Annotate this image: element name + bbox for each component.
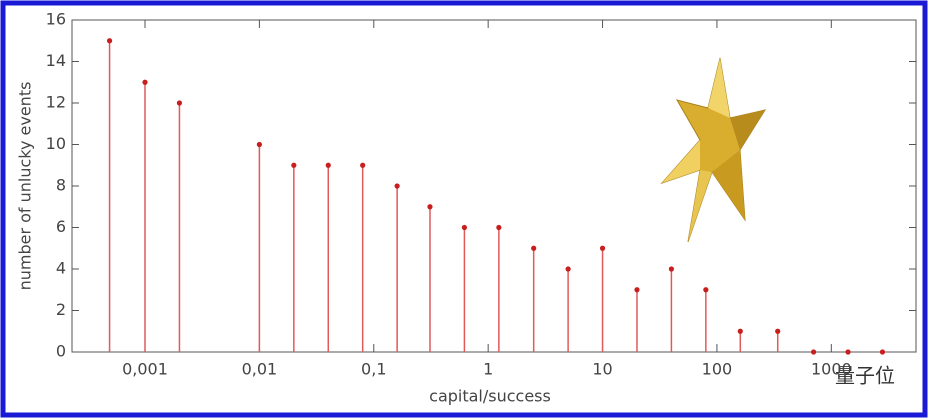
y-tick-label: 6 [56, 217, 66, 236]
stem-dot [325, 162, 331, 168]
stem-dot [106, 38, 113, 44]
stem-dot [775, 328, 781, 334]
x-tick-label: 10 [592, 360, 612, 379]
y-tick-label: 0 [56, 342, 66, 361]
stem-dot [599, 245, 606, 251]
y-tick-label: 10 [46, 134, 66, 153]
stem-dot [879, 349, 886, 355]
y-tick-label: 12 [46, 93, 66, 112]
x-tick-label: 1000 [811, 360, 852, 379]
y-tick-label: 16 [46, 10, 66, 29]
stem-dot [394, 183, 400, 189]
stem-dot [291, 162, 297, 168]
stem-dot [531, 245, 537, 251]
x-tick-label: 0,1 [361, 360, 386, 379]
y-tick-label: 8 [56, 176, 66, 195]
stem-dot [360, 162, 366, 168]
x-axis-label: capital/success [429, 387, 551, 406]
stem-dot [737, 328, 743, 334]
x-tick-label: 100 [702, 360, 733, 379]
stem-dot [142, 79, 148, 85]
stem-dot [634, 287, 640, 293]
stem-dot [496, 224, 502, 231]
y-tick-label: 2 [56, 300, 66, 319]
x-tick-label: 0,01 [242, 360, 278, 379]
y-tick-label: 14 [46, 51, 66, 70]
stem-dot [461, 224, 468, 231]
stem-dot [845, 349, 851, 355]
stem-dot [565, 266, 571, 272]
stem-dot [668, 266, 675, 272]
stem-dot [810, 349, 817, 355]
y-axis-label: number of unlucky events [16, 82, 35, 291]
stem-dot [176, 100, 183, 106]
x-tick-label: 1 [483, 360, 493, 379]
stem-dot [256, 141, 262, 148]
x-tick-label: 0,001 [122, 360, 168, 379]
y-tick-label: 4 [56, 259, 66, 278]
stem-dot [427, 204, 433, 210]
stem-dot [703, 287, 709, 293]
watermark: 量子位 [835, 364, 895, 388]
star [660, 57, 767, 243]
